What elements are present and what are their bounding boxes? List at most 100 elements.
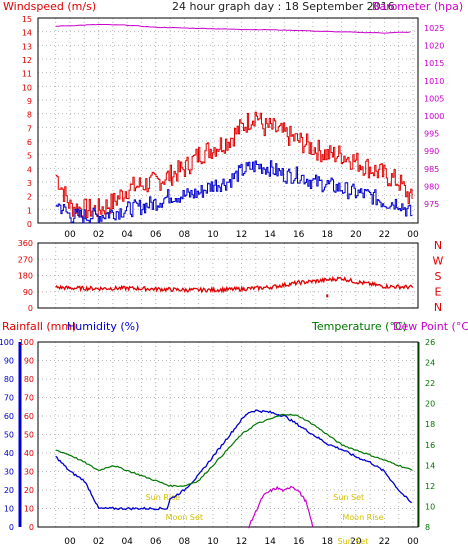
humidity-tick-label: 90 [24,357,34,366]
rainfall-tick-label: 30 [4,468,14,477]
humidity-tick-label: 70 [24,394,34,403]
temperature-axis-title: Temperature (°C) [311,320,407,333]
hour-tick-label: 18 [322,537,334,547]
windspeed-axis-title: Windspeed (m/s) [3,0,96,13]
direction-tick-label: 270 [18,255,33,264]
barometer-tick-label: 985 [424,165,439,174]
sun-event-label: Sun Rise [146,493,181,502]
hour-tick-label: 00 [407,230,419,240]
wind-direction-trace [55,275,414,294]
rainfall-tick-label: 10 [4,505,14,514]
humidity-tick-label: 100 [19,338,34,347]
barometer-tick-label: 1005 [424,94,444,103]
hour-tick-label: 02 [93,537,104,547]
windspeed-tick-label: 11 [22,70,32,79]
rainfall-tick-label: 60 [4,412,14,421]
windspeed-tick-label: 9 [27,97,32,106]
hour-tick-label: 00 [64,230,76,240]
compass-label: E [435,286,442,299]
humidity-tick-label: 60 [24,412,34,421]
barometer-tick-label: 990 [424,147,439,156]
windspeed-tick-label: 15 [22,15,32,24]
humidity-tick-label: 50 [24,431,34,440]
hour-tick-label: 04 [121,230,133,240]
temperature-tick-label: 24 [425,359,435,368]
rainfall-tick-label: 80 [4,375,14,384]
hour-tick-label: 10 [207,537,219,547]
direction-tick-label: 360 [18,239,33,248]
hour-tick-label: 18 [322,230,334,240]
hour-tick-label: 00 [64,537,76,547]
barometer-tick-label: 1015 [424,59,444,68]
barometer-tick-label: 980 [424,182,439,191]
plot-frame [37,341,419,528]
wind-direction-outlier [326,294,329,298]
temperature-tick-label: 18 [425,420,435,429]
hour-tick-label: 08 [179,230,191,240]
wind-speed-panel: 0123456789101112131415975980985990995100… [22,15,445,240]
windspeed-tick-label: 7 [27,124,32,133]
windspeed-tick-label: 8 [27,111,32,120]
hour-tick-label: 06 [150,230,162,240]
temperature-tick-label: 16 [425,441,435,450]
temperature-tick-label: 26 [425,338,435,347]
temperature-tick-label: 8 [425,523,430,532]
humidity-line [55,409,412,511]
windspeed-tick-label: 2 [27,193,32,202]
dewpoint-axis-title: Dew Point (°C) [393,320,468,333]
barometer-tick-label: 995 [424,130,439,139]
hour-tick-label: 20 [350,537,362,547]
plot-frame [37,242,419,309]
windspeed-tick-label: 5 [27,152,32,161]
hour-tick-label: 14 [264,537,276,547]
compass-label: N [434,301,442,314]
humidity-tick-label: 10 [24,505,34,514]
rainfall-tick-label: 40 [4,449,14,458]
moon-event-label: Moon Rise [342,513,383,522]
direction-tick-label: 90 [23,288,33,297]
hour-tick-label: 06 [150,537,162,547]
windspeed-tick-label: 14 [22,29,32,38]
moon-event-label: Moon Set [166,513,203,522]
humidity-axis-title: Humidity (%) [67,320,139,333]
direction-tick-label: 0 [28,304,33,313]
windspeed-tick-label: 0 [27,220,32,229]
temperature-tick-label: 14 [425,461,435,470]
humidity-tick-label: 0 [29,523,34,532]
sun-event-label: Sun Set [338,537,369,546]
barometer-tick-label: 1025 [424,24,444,33]
hour-tick-label: 22 [379,230,390,240]
windspeed-tick-label: 3 [27,179,32,188]
humidity-tick-label: 30 [24,468,34,477]
hour-tick-label: 08 [179,537,191,547]
windspeed-tick-label: 1 [27,206,32,215]
barometer-line [55,23,411,34]
hour-tick-label: 12 [236,537,247,547]
hour-tick-label: 00 [407,537,419,547]
humidity-tick-label: 20 [24,486,34,495]
barometer-tick-label: 1020 [424,42,444,51]
temperature-tick-label: 12 [425,482,435,491]
hour-tick-label: 20 [350,230,362,240]
barometer-tick-label: 975 [424,200,439,209]
rainfall-tick-label: 20 [4,486,14,495]
direction-tick-label: 180 [18,272,33,281]
hour-tick-label: 22 [379,537,390,547]
barometer-tick-label: 1000 [424,112,444,121]
rainfall-axis-title: Rainfall (mm) [2,320,76,333]
rainfall-tick-label: 90 [4,357,14,366]
hour-tick-label: 10 [207,230,219,240]
compass-label: S [435,270,442,283]
temperature-tick-label: 10 [425,502,435,511]
rainfall-tick-label: 0 [9,523,14,532]
rainfall-tick-label: 70 [4,394,14,403]
rainfall-tick-label: 100 [0,338,14,347]
hour-tick-label: 14 [264,230,276,240]
compass-label: W [433,255,444,268]
temperature-line [55,413,413,488]
windspeed-tick-label: 13 [22,42,32,51]
barometer-axis-title: Barometer (hpa) [372,0,463,13]
wind-gust-line [55,160,413,224]
